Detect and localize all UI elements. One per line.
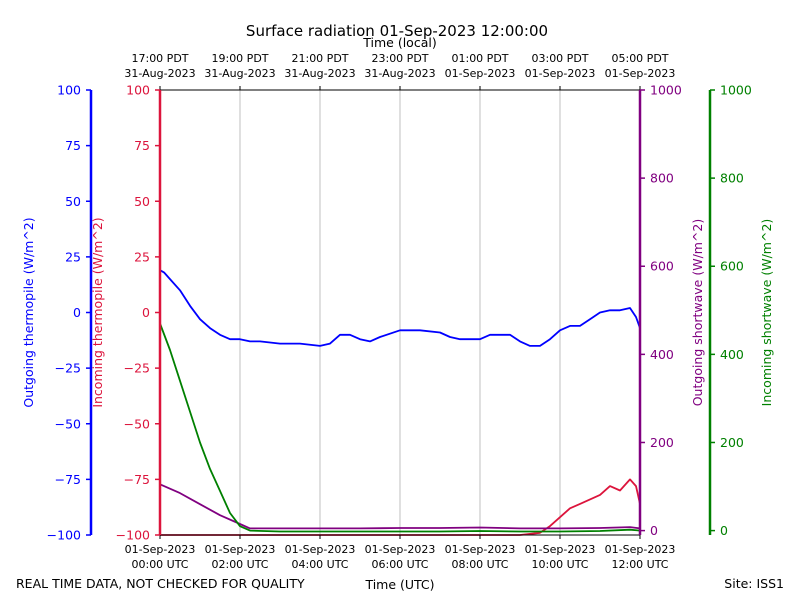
top-tick-date: 31-Aug-2023 — [124, 67, 195, 80]
top-axis-label: Time (local) — [362, 35, 436, 50]
site-label: Site: ISS1 — [724, 576, 784, 591]
y-tick-label: 600 — [720, 259, 744, 274]
y-tick-label: −50 — [124, 416, 150, 431]
y-tick-label: −75 — [55, 472, 81, 487]
series-line-out_thermo — [159, 269, 641, 347]
x-tick-date: 01-Sep-2023 — [205, 543, 276, 556]
y-tick-label: 0 — [73, 305, 81, 320]
y-axis-label: Incoming shortwave (W/m^2) — [759, 219, 774, 407]
y-tick-label: 800 — [720, 171, 744, 186]
top-tick-time: 21:00 PDT — [291, 52, 348, 65]
x-tick-time: 10:00 UTC — [531, 558, 588, 571]
top-tick-time: 17:00 PDT — [131, 52, 188, 65]
x-tick-date: 01-Sep-2023 — [525, 543, 596, 556]
y-axes: −100 −75 −50 −25 0 25 50 75 100 Outgoing thermopi… — [21, 83, 774, 543]
top-tick-time: 23:00 PDT — [371, 52, 428, 65]
top-tick-date: 01-Sep-2023 — [525, 67, 596, 80]
y-axis-out_sw: 0 200 400 600 800 1000 Outgoing shortwave (W/m… — [638, 83, 705, 538]
y-tick-label: −50 — [55, 416, 81, 431]
y-axis-in_thermo: −100 −75 −50 −25 0 25 50 75 100 Incoming thermopi… — [90, 83, 162, 543]
y-axis-label: Outgoing thermopile (W/m^2) — [21, 217, 36, 407]
y-tick-label: −25 — [124, 361, 150, 376]
series-line-in_sw — [159, 323, 641, 533]
top-tick-date: 31-Aug-2023 — [284, 67, 355, 80]
y-tick-label: 100 — [126, 83, 150, 98]
top-tick-date: 01-Sep-2023 — [605, 67, 676, 80]
y-tick-label: 400 — [720, 347, 744, 362]
y-tick-label: 50 — [65, 194, 81, 209]
y-tick-label: −100 — [116, 528, 150, 543]
x-tick-date: 01-Sep-2023 — [125, 543, 196, 556]
y-tick-label: 1000 — [720, 83, 752, 98]
chart-title: Surface radiation 01-Sep-2023 12:00:00 — [246, 22, 548, 40]
x-tick-time: 08:00 UTC — [451, 558, 508, 571]
y-tick-label: 100 — [57, 83, 81, 98]
series-line-out_sw — [159, 483, 641, 530]
y-tick-label: −75 — [124, 472, 150, 487]
y-tick-label: 600 — [650, 259, 674, 274]
x-tick-time: 12:00 UTC — [611, 558, 668, 571]
y-tick-label: 200 — [650, 435, 674, 450]
x-tick-time: 04:00 UTC — [291, 558, 348, 571]
y-axis-label: Incoming thermopile (W/m^2) — [90, 217, 105, 407]
x-tick-date: 01-Sep-2023 — [285, 543, 356, 556]
y-tick-label: 0 — [720, 523, 728, 538]
top-tick-date: 31-Aug-2023 — [204, 67, 275, 80]
top-tick-time: 03:00 PDT — [531, 52, 588, 65]
x-tick-time: 00:00 UTC — [131, 558, 188, 571]
y-tick-label: 800 — [650, 171, 674, 186]
y-tick-label: 75 — [65, 138, 81, 153]
y-tick-label: 1000 — [650, 83, 682, 98]
y-axis-in_sw: 0 200 400 600 800 1000 Incoming shortwave (W/m… — [708, 83, 774, 538]
top-tick-time: 05:00 PDT — [611, 52, 668, 65]
top-tick-date: 31-Aug-2023 — [364, 67, 435, 80]
y-tick-label: −100 — [47, 528, 81, 543]
y-tick-label: 25 — [65, 249, 81, 264]
x-tick-date: 01-Sep-2023 — [365, 543, 436, 556]
y-tick-label: 200 — [720, 435, 744, 450]
quality-disclaimer: REAL TIME DATA, NOT CHECKED FOR QUALITY — [16, 576, 305, 591]
y-axis-label: Outgoing shortwave (W/m^2) — [690, 219, 705, 407]
top-tick-time: 01:00 PDT — [451, 52, 508, 65]
x-tick-time: 06:00 UTC — [371, 558, 428, 571]
x-tick-date: 01-Sep-2023 — [605, 543, 676, 556]
y-tick-label: 400 — [650, 347, 674, 362]
x-tick-time: 02:00 UTC — [211, 558, 268, 571]
y-axis-out_thermo: −100 −75 −50 −25 0 25 50 75 100 Outgoing thermopi… — [21, 83, 93, 543]
y-tick-label: 50 — [134, 194, 150, 209]
y-tick-label: −25 — [55, 361, 81, 376]
time-ticks: 01-Sep-2023 00:00 UTC 01-Sep-2023 02:00 UTC… — [124, 52, 675, 571]
top-tick-date: 01-Sep-2023 — [445, 67, 516, 80]
y-tick-label: 75 — [134, 138, 150, 153]
grid-lines — [239, 90, 561, 535]
y-tick-label: 25 — [134, 249, 150, 264]
top-tick-time: 19:00 PDT — [211, 52, 268, 65]
x-axis-label: Time (UTC) — [364, 577, 434, 592]
y-tick-label: 0 — [142, 305, 150, 320]
x-tick-date: 01-Sep-2023 — [445, 543, 516, 556]
y-tick-label: 0 — [650, 523, 658, 538]
